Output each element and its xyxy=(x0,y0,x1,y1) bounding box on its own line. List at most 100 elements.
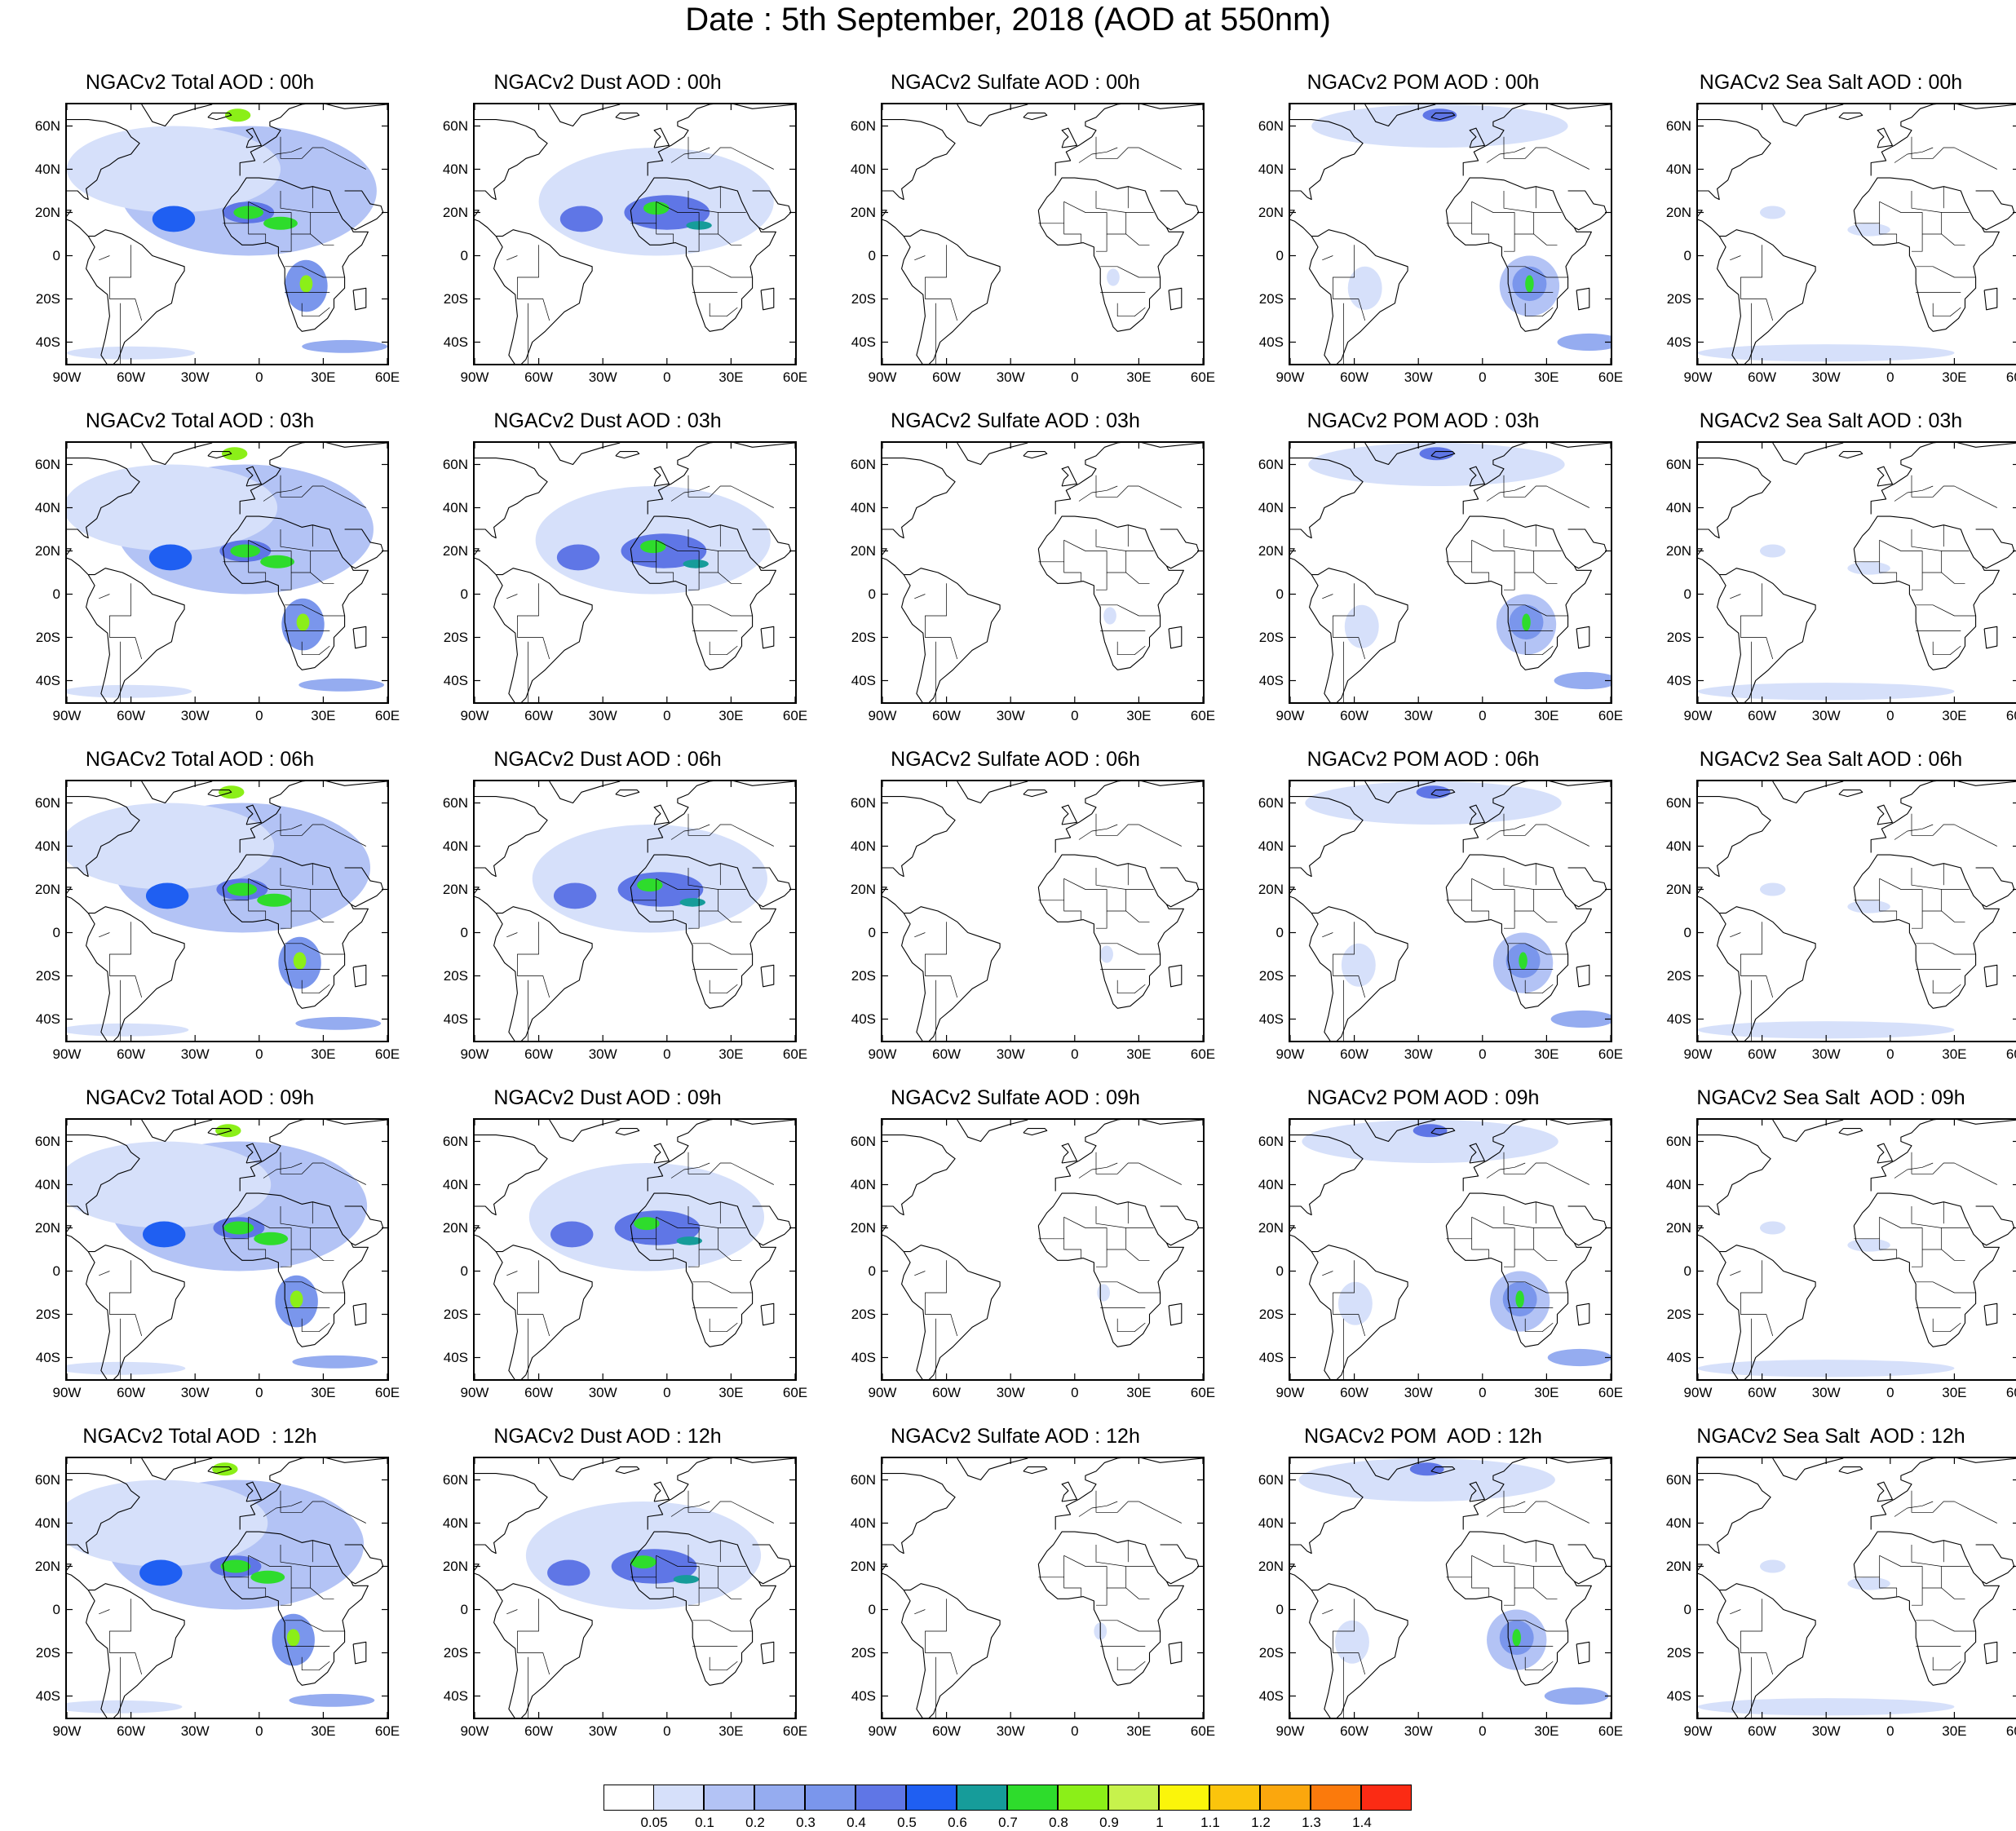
panel-title: NGACv2 Total AOD : 12h xyxy=(82,1425,317,1448)
map-svg xyxy=(882,1120,1203,1379)
coastline xyxy=(1061,127,1077,148)
aod-plume xyxy=(553,882,597,909)
coastline xyxy=(1975,190,2015,231)
panel-title: NGACv2 Sulfate AOD : 06h xyxy=(891,748,1140,771)
lat-tick-label: 60N xyxy=(442,794,468,811)
lat-tick-label: 60N xyxy=(1258,456,1284,472)
map-frame xyxy=(65,780,389,1042)
aod-plume xyxy=(292,1355,378,1369)
country-border xyxy=(1504,234,1515,252)
lat-tick-label: 40S xyxy=(443,1349,468,1365)
lon-tick-label: 30E xyxy=(1534,1723,1559,1739)
lat-tick-label: 0 xyxy=(460,586,468,602)
coastline xyxy=(1430,113,1456,121)
country-border xyxy=(709,980,738,994)
lon-tick-label: 60E xyxy=(782,369,808,385)
coastline xyxy=(549,1458,621,1481)
lat-tick-label: 20N xyxy=(1258,881,1284,897)
coastline xyxy=(1160,867,1200,908)
coastline xyxy=(1877,127,1893,148)
lat-tick-label: 20S xyxy=(1258,629,1284,645)
country-border xyxy=(1471,900,1490,920)
country-border xyxy=(1503,1490,1589,1524)
map-svg xyxy=(882,104,1203,364)
coastline xyxy=(1838,1128,1863,1136)
country-border xyxy=(1730,255,1741,261)
map-frame xyxy=(1696,780,2016,1042)
country-border xyxy=(1916,943,1976,955)
country-border xyxy=(248,900,267,920)
lat-tick-label: 0 xyxy=(1275,1601,1284,1617)
coastline xyxy=(760,1641,775,1665)
country-border xyxy=(263,147,303,163)
country-border xyxy=(1740,245,1774,321)
lon-tick-label: 60W xyxy=(117,1385,146,1400)
country-border xyxy=(285,604,345,617)
country-border xyxy=(1038,878,1154,912)
coastline xyxy=(901,1245,1001,1379)
lon-tick-label: 30W xyxy=(1811,1385,1841,1400)
country-border xyxy=(925,583,958,660)
panel-title: NGACv2 POM AOD : 09h xyxy=(1306,1086,1540,1109)
lon-tick-label: 30W xyxy=(180,369,210,385)
lon-tick-label: 0 xyxy=(1071,708,1079,723)
aod-plume xyxy=(1698,1698,1955,1716)
lat-tick-label: 60N xyxy=(1665,117,1691,134)
lat-tick-label: 20S xyxy=(35,629,60,645)
lon-tick-label: 30W xyxy=(588,369,617,385)
lon-tick-label: 60E xyxy=(1190,369,1216,385)
coastline xyxy=(1853,177,2000,332)
aod-plume xyxy=(683,559,709,568)
lat-tick-label: 20N xyxy=(850,881,876,897)
colorbar-label: 0.5 xyxy=(897,1815,917,1830)
coastline xyxy=(901,1583,1001,1718)
coastline xyxy=(1877,1143,1893,1164)
panel-title: NGACv2 Dust AOD : 09h xyxy=(493,1086,722,1109)
country-border xyxy=(1116,1318,1146,1333)
coastline xyxy=(493,568,593,702)
aod-plume xyxy=(67,1141,272,1228)
coastline xyxy=(1023,1128,1048,1136)
coastline xyxy=(1469,1143,1485,1164)
coastline xyxy=(1160,1205,1200,1246)
map-panel: NGACv2 POM AOD : 00h 60N 40N 20N 0 20S 40S 90W 6… xyxy=(1240,70,1623,385)
aod-plume xyxy=(1522,613,1531,631)
country-border xyxy=(692,1620,753,1632)
lon-tick-label: 0 xyxy=(1886,708,1894,723)
country-border xyxy=(1524,303,1554,317)
country-border xyxy=(301,303,330,317)
lon-tick-label: 30E xyxy=(1534,708,1559,723)
lon-tick-label: 30E xyxy=(311,1385,336,1400)
map-frame xyxy=(65,1118,389,1381)
country-border xyxy=(1486,1162,1526,1179)
country-border xyxy=(281,234,292,252)
country-border xyxy=(506,255,518,261)
country-border xyxy=(1125,572,1150,584)
lon-tick-label: 60E xyxy=(1598,1385,1624,1400)
coastline xyxy=(1023,451,1048,459)
country-border xyxy=(656,900,674,920)
panel-title: NGACv2 Dust AOD : 03h xyxy=(493,409,722,432)
coastline xyxy=(475,796,548,913)
coastline xyxy=(1717,1583,1816,1718)
lon-tick-label: 0 xyxy=(255,708,263,723)
aod-plume xyxy=(143,1221,186,1248)
aod-plume xyxy=(1305,781,1562,825)
coastline xyxy=(1160,529,1200,569)
country-border xyxy=(1100,266,1161,278)
lat-tick-label: 60N xyxy=(442,456,468,472)
aod-plume xyxy=(250,1570,285,1584)
lat-tick-label: 60N xyxy=(1665,456,1691,472)
country-border xyxy=(688,1249,700,1267)
coastline xyxy=(1309,568,1408,702)
country-border xyxy=(1911,1152,1997,1185)
lon-tick-label: 0 xyxy=(1071,1385,1079,1400)
aod-plume xyxy=(1341,943,1376,987)
lon-tick-label: 90W xyxy=(460,369,489,385)
aod-plume xyxy=(67,803,275,890)
country-border xyxy=(109,922,143,998)
coastline xyxy=(344,529,384,569)
lat-tick-label: 20N xyxy=(1665,1219,1691,1236)
coastline xyxy=(475,1134,548,1252)
panel-title: NGACv2 Sulfate AOD : 12h xyxy=(891,1425,1140,1448)
